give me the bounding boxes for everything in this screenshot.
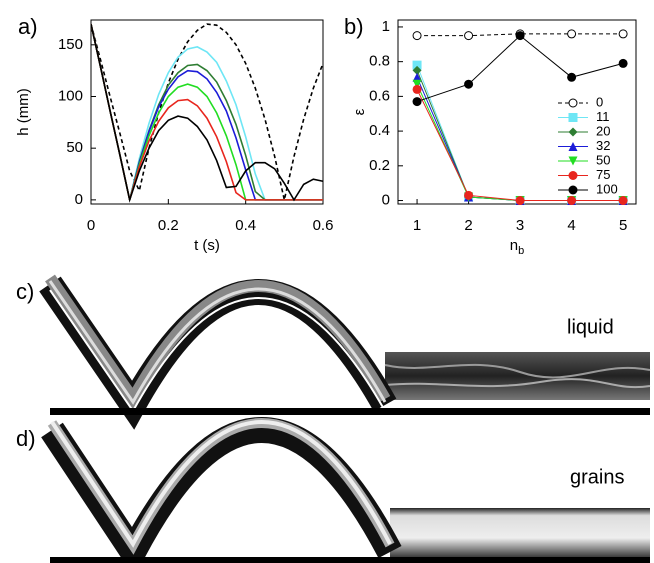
marker [619,30,627,38]
y-tick-label: 0.4 [369,122,390,139]
x-tick-label: 4 [567,217,575,234]
x-tick-label: 0.2 [158,217,179,234]
x-tick-label: 0.4 [235,217,256,234]
legend-label: 11 [596,109,610,124]
x-axis-label-text: n [510,237,518,254]
marker [413,97,422,106]
marker [619,196,628,205]
baseline [50,557,650,563]
series-line [417,36,623,102]
y-tick-label: 0.2 [369,157,390,174]
y-tick-label: 0 [382,191,390,208]
series-line [91,24,323,200]
legend-marker [569,99,577,107]
legend-marker [569,171,578,180]
marker [516,31,525,40]
legend-label: 50 [596,152,610,167]
legend-label: 0 [596,94,603,109]
grains-layer [390,508,650,558]
marker [568,30,576,38]
x-tick-label: 0 [87,217,95,234]
marker [516,196,525,205]
x-tick-label: 2 [464,217,472,234]
marker [619,59,628,68]
x-tick-label: 0.6 [313,217,334,234]
panel-label: d) [16,426,36,451]
legend-marker [569,186,578,195]
series-line [91,24,323,200]
panel-label: b) [344,14,364,39]
panel-label: a) [18,14,38,39]
x-tick-label: 5 [619,217,627,234]
series-line [91,24,323,200]
legend-label: 75 [596,167,610,182]
legend-label: 100 [596,181,618,196]
baseline [50,408,650,415]
x-axis-label-subscript: b [518,245,524,257]
grains-image [50,422,650,563]
legend-marker [569,128,578,137]
marker [464,80,473,89]
caption: liquid [567,316,614,338]
x-axis-label: nb [510,237,524,257]
y-tick-label: 0 [75,191,83,208]
y-tick-label: 150 [58,36,83,53]
marker [465,32,473,40]
x-axis-label-text: t (s) [194,237,220,254]
series-line [91,24,323,200]
y-tick-label: 100 [58,87,83,104]
series-line [91,24,323,200]
y-tick-label: 0.6 [369,87,390,104]
liquid-layer [385,352,650,400]
y-axis-label: h (mm) [15,88,32,136]
panel-label: c) [16,279,34,304]
legend-marker [569,113,578,122]
x-tick-label: 3 [516,217,524,234]
y-tick-label: 1 [382,18,390,35]
series-line [91,24,323,200]
marker [567,73,576,82]
legend-label: 32 [596,138,610,153]
marker [464,191,473,200]
series-line [417,70,623,200]
series-line [91,24,323,200]
liquid-image [50,278,650,415]
y-axis-label: ε [351,108,368,115]
figure: c) liquid d) grains a)00.20.40.605010015… [0,0,654,563]
x-axis-label: t (s) [194,237,220,254]
marker [567,196,576,205]
plot-frame [91,20,323,204]
series-line [417,65,623,200]
caption: grains [570,466,624,488]
series-line [417,84,623,200]
legend-label: 20 [596,123,610,138]
marker [413,32,421,40]
marker [413,85,422,94]
series-line [417,77,623,200]
y-tick-label: 50 [66,139,83,156]
y-tick-label: 0.8 [369,53,390,70]
x-tick-label: 1 [413,217,421,234]
